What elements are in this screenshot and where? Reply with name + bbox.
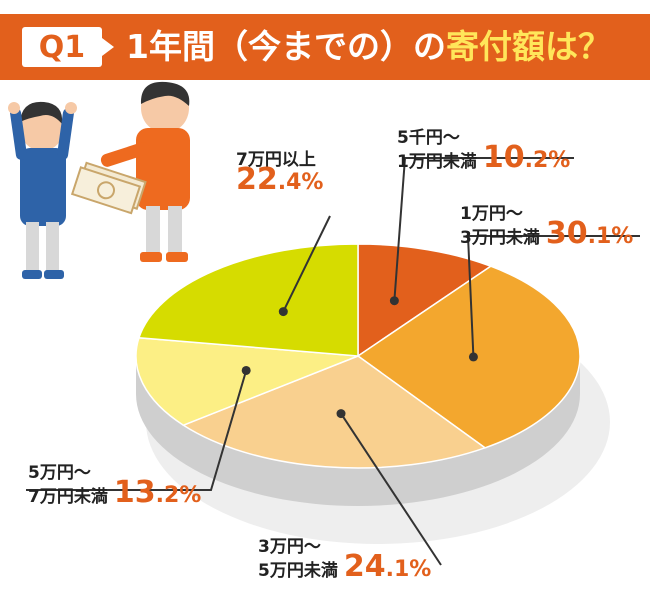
- title-highlight: 寄付額は？: [445, 27, 611, 66]
- slice-label-line2: 5万円未満: [258, 561, 338, 581]
- leader-line: [26, 370, 248, 491]
- slice-percent: 24.1%: [344, 552, 432, 582]
- percent-int: 24: [343, 549, 386, 584]
- question-badge: Q1: [22, 27, 102, 67]
- pie-slice: [181, 355, 487, 469]
- percent-int: 30: [545, 216, 588, 251]
- chart-title: 1年間（今までの）の寄付額は？: [126, 24, 611, 70]
- slice-label-line2: 3万円未満: [460, 228, 540, 248]
- slice-label-line1: 1万円～: [460, 204, 523, 224]
- leader-line: [282, 215, 331, 313]
- slice-label-line1: 5千円～: [397, 128, 460, 148]
- slice-percent: 30.1%: [546, 219, 634, 249]
- percent-dec: .2%: [524, 148, 571, 173]
- badge-arrow-icon: [102, 38, 114, 56]
- pie-slices: [135, 243, 581, 469]
- slice-percent: 22.4%: [236, 165, 324, 195]
- percent-dec: .4%: [277, 170, 324, 195]
- percent-int: 13: [113, 475, 156, 510]
- people-illustration-icon: [8, 81, 190, 279]
- slice-label-line1: 5万円～: [28, 463, 91, 483]
- slice-label-70k-plus: 7万円以上 22.4%: [236, 150, 324, 195]
- leader-line: [466, 235, 640, 357]
- money-envelope-icon: [70, 161, 147, 215]
- percent-dec: .2%: [155, 483, 202, 508]
- slice-label-30k-50k: 3万円～ 5万円未満 24.1%: [258, 537, 432, 582]
- leader-line: [393, 157, 574, 301]
- slice-label-line2: 1万円未満: [397, 152, 477, 172]
- pie-side-wall: [136, 356, 580, 506]
- pie-slice: [357, 243, 493, 358]
- slice-label-10k-30k: 1万円～ 3万円未満 30.1%: [460, 204, 634, 249]
- title-prefix: 1年間（今までの）の: [126, 27, 446, 66]
- slice-label-line1: 7万円以上: [236, 150, 316, 170]
- slice-label-5k-10k: 5千円～ 1万円未満 10.2%: [397, 128, 571, 173]
- giving-person-icon: [100, 81, 190, 262]
- percent-dec: .1%: [587, 224, 634, 249]
- pie-slice: [135, 336, 359, 427]
- slice-label-line1: 3万円～: [258, 537, 321, 557]
- slice-percent: 10.2%: [483, 143, 571, 173]
- receiving-person-icon: [8, 101, 77, 279]
- percent-int: 10: [482, 140, 525, 175]
- percent-dec: .1%: [385, 557, 432, 582]
- slice-percent: 13.2%: [114, 478, 202, 508]
- slice-label-line2: 7万円未満: [28, 487, 108, 507]
- slice-label-50k-70k: 5万円～ 7万円未満 13.2%: [28, 463, 202, 508]
- question-header: Q1 1年間（今までの）の寄付額は？: [0, 14, 650, 80]
- percent-int: 22: [236, 162, 278, 197]
- leader-line: [340, 413, 442, 566]
- leader-lines: [26, 157, 640, 566]
